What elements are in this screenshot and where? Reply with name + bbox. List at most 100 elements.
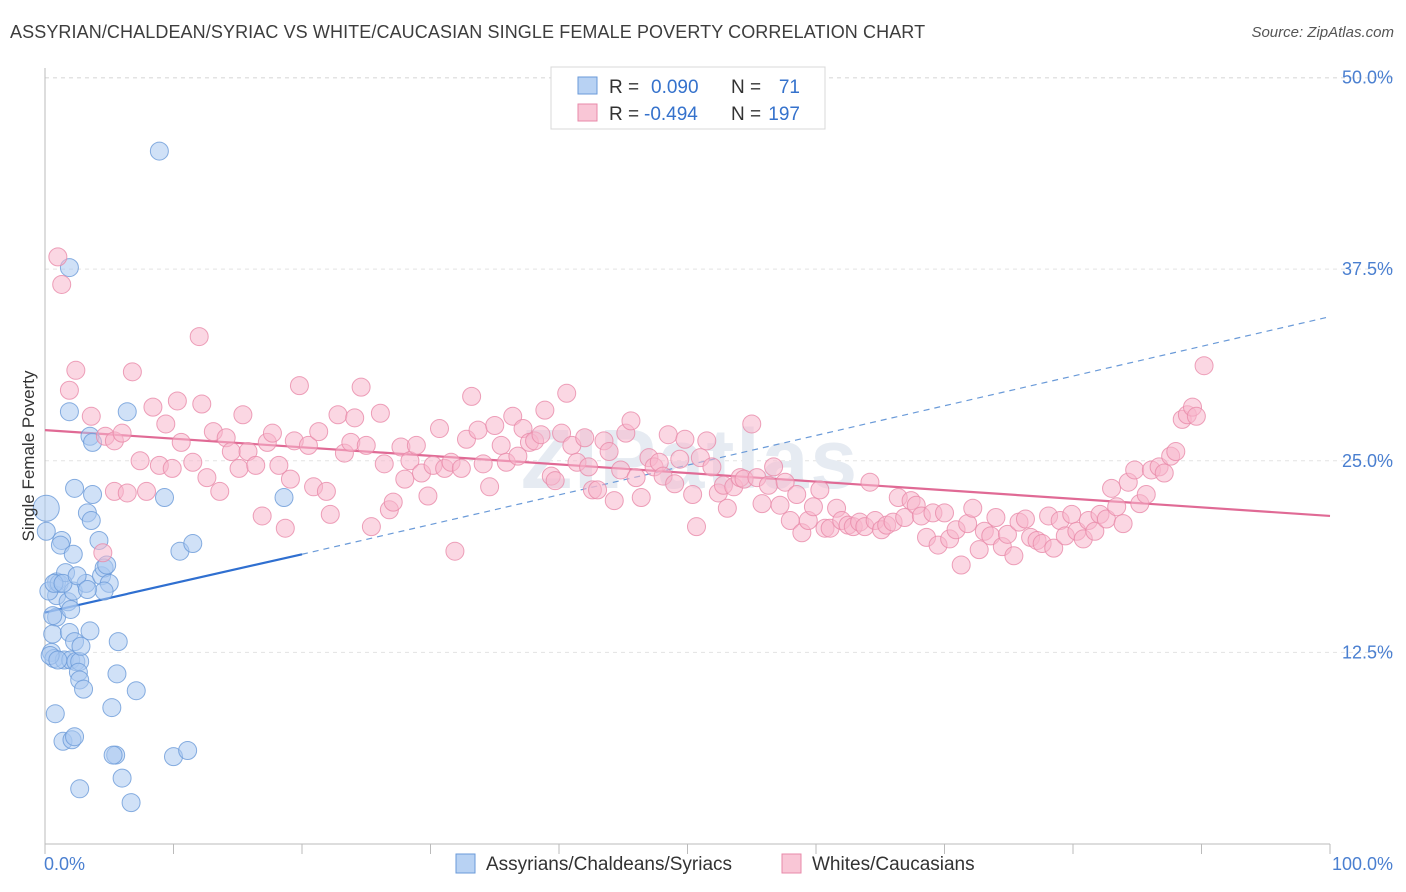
data-point-1-3 xyxy=(66,360,86,380)
data-point-0-46 xyxy=(108,632,128,652)
data-point-0-45 xyxy=(80,621,100,641)
data-point-1-22 xyxy=(192,394,212,414)
data-point-1-35 xyxy=(269,455,289,475)
data-point-0-50 xyxy=(107,664,127,684)
data-point-1-48 xyxy=(345,408,365,428)
data-point-0-58 xyxy=(103,745,123,765)
data-point-0-53 xyxy=(45,704,65,724)
data-point-1-189 xyxy=(1136,484,1156,504)
data-point-1-34 xyxy=(262,423,282,443)
data-point-1-122 xyxy=(752,494,772,514)
data-point-1-59 xyxy=(406,435,426,455)
data-point-1-27 xyxy=(221,442,241,462)
data-point-1-132 xyxy=(810,480,830,500)
data-point-1-194 xyxy=(1166,442,1186,462)
data-point-0-66 xyxy=(43,606,63,626)
data-point-1-73 xyxy=(485,415,505,435)
data-point-1-17 xyxy=(162,458,182,478)
data-point-1-44 xyxy=(320,504,340,524)
data-point-1-90 xyxy=(579,457,599,477)
data-point-0-41 xyxy=(155,488,175,508)
legend-n-label-1: N = xyxy=(731,77,761,98)
data-point-1-160 xyxy=(969,540,989,560)
data-point-1-61 xyxy=(418,486,438,506)
data-point-1-40 xyxy=(298,435,318,455)
data-point-1-176 xyxy=(1062,504,1082,524)
data-point-1-120 xyxy=(742,414,762,434)
data-point-0-40 xyxy=(117,402,137,422)
data-point-1-187 xyxy=(1125,460,1145,480)
data-point-1-81 xyxy=(531,425,551,445)
data-point-1-124 xyxy=(764,457,784,477)
data-point-1-57 xyxy=(395,469,415,489)
y-tick-label-0: 12.5% xyxy=(1342,642,1393,662)
data-point-1-70 xyxy=(468,420,488,440)
data-point-1-100 xyxy=(631,488,651,508)
data-point-1-4 xyxy=(81,406,101,426)
data-point-1-165 xyxy=(997,524,1017,544)
data-point-1-86 xyxy=(557,383,577,403)
data-point-1-52 xyxy=(370,403,390,423)
data-point-1-37 xyxy=(280,469,300,489)
y-tick-labels: 12.5% 25.0% 37.5% 50.0% xyxy=(1342,68,1393,663)
data-point-1-0 xyxy=(48,247,68,267)
data-point-1-43 xyxy=(316,481,336,501)
data-point-1-2 xyxy=(59,380,79,400)
bottom-legend-swatch-pink xyxy=(781,853,802,874)
data-point-1-108 xyxy=(675,429,695,449)
data-point-1-74 xyxy=(491,435,511,455)
data-point-1-157 xyxy=(951,555,971,575)
data-point-1-95 xyxy=(604,491,624,511)
data-point-1-110 xyxy=(686,517,706,537)
legend-n-label-2: N = xyxy=(731,104,761,125)
y-axis-label: Single Female Poverty xyxy=(19,370,38,542)
data-point-1-19 xyxy=(171,432,191,452)
bottom-legend-swatch-blue xyxy=(455,853,476,874)
data-point-1-20 xyxy=(183,452,203,472)
data-point-0-3 xyxy=(36,521,56,541)
data-point-1-14 xyxy=(143,397,163,417)
data-point-0-26 xyxy=(65,478,85,498)
data-point-0-70 xyxy=(77,580,97,600)
data-point-0-62 xyxy=(70,779,90,799)
data-point-1-71 xyxy=(473,454,493,474)
data-point-1-89 xyxy=(575,428,595,448)
data-point-1-109 xyxy=(683,484,703,504)
data-point-1-107 xyxy=(670,449,690,469)
data-point-1-18 xyxy=(167,391,187,411)
data-point-1-31 xyxy=(246,455,266,475)
data-point-0-63 xyxy=(121,793,141,813)
bottom-legend-label-2: Whites/Caucasians xyxy=(812,854,975,875)
data-point-1-13 xyxy=(137,481,157,501)
series-legend: Assyrians/Chaldeans/Syriacs Whites/Cauca… xyxy=(455,853,975,875)
data-point-0-49 xyxy=(74,679,94,699)
data-point-1-173 xyxy=(1044,538,1064,558)
trend-line-blue-solid xyxy=(44,553,303,614)
data-points xyxy=(32,141,1214,813)
data-point-1-76 xyxy=(503,406,523,426)
data-point-1-123 xyxy=(758,475,778,495)
legend-swatch-pink xyxy=(577,103,598,122)
data-point-1-125 xyxy=(770,495,790,515)
data-point-1-29 xyxy=(233,405,253,425)
data-point-1-94 xyxy=(599,442,619,462)
data-point-1-198 xyxy=(1186,406,1206,426)
correlation-legend: R = 0.090 N = 71 R = -0.494 N = 197 xyxy=(550,66,826,130)
data-point-1-55 xyxy=(383,492,403,512)
data-point-0-16 xyxy=(61,599,81,619)
data-point-0-27 xyxy=(63,544,83,564)
data-point-1-1 xyxy=(52,274,72,294)
data-point-1-116 xyxy=(717,498,737,518)
data-point-1-39 xyxy=(289,376,309,396)
data-point-1-84 xyxy=(545,471,565,491)
data-point-0-7 xyxy=(43,624,63,644)
data-point-0-44 xyxy=(274,488,294,508)
data-point-1-11 xyxy=(122,362,142,382)
data-point-1-16 xyxy=(156,414,176,434)
data-point-1-154 xyxy=(935,503,954,523)
data-point-1-32 xyxy=(252,506,272,526)
series-1-points xyxy=(48,247,1214,575)
data-point-1-45 xyxy=(328,405,348,425)
data-point-0-30 xyxy=(81,511,101,531)
